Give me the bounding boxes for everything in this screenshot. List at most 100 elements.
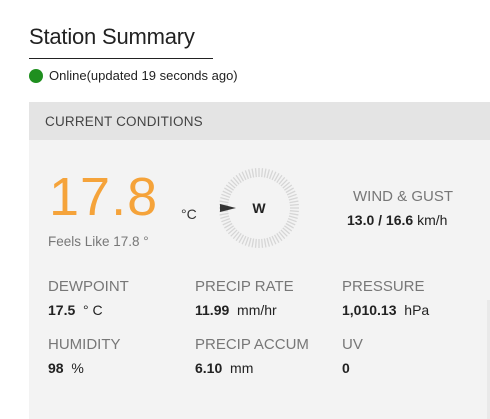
compass-tick (288, 215, 298, 219)
current-conditions-card: CURRENT CONDITIONS 17.8 °C Feels Like 17… (29, 102, 490, 419)
compass-tick (219, 212, 229, 216)
compass-tick (273, 173, 280, 182)
precip-rate-value: 11.99 mm/hr (195, 302, 277, 318)
compass-tick (222, 190, 232, 196)
compass-tick (227, 181, 236, 189)
pressure-unit: hPa (404, 302, 430, 318)
compass-tick (268, 236, 274, 246)
precip-rate-unit: mm/hr (237, 302, 277, 318)
compass-tick (221, 193, 231, 199)
compass-tick (278, 176, 286, 185)
wind-unit: km/h (417, 212, 448, 228)
compass-tick (261, 238, 264, 248)
compass-tick (263, 168, 267, 178)
compass-tick (276, 233, 283, 242)
compass-tick (230, 229, 238, 237)
compass-tick (232, 231, 240, 240)
compass-tick (220, 215, 230, 219)
compass-tick (224, 187, 233, 194)
temperature-value: 17.8 (49, 167, 159, 227)
dewpoint-unit: ° C (83, 302, 103, 318)
humidity-value: 98 % (48, 360, 84, 376)
precip-accum-label: PRECIP ACCUM (195, 336, 309, 353)
status-text: Online(updated 19 seconds ago) (49, 68, 238, 83)
compass-tick (282, 181, 291, 189)
precip-accum-unit: mm (230, 360, 254, 376)
online-status: Online(updated 19 seconds ago) (29, 68, 238, 83)
section-title: CURRENT CONDITIONS (45, 114, 203, 129)
temperature-unit: °C (181, 206, 197, 222)
compass-tick (280, 179, 288, 187)
compass-tick (261, 168, 264, 178)
uv-number: 0 (342, 360, 350, 376)
dewpoint-number: 17.5 (48, 302, 76, 318)
compass-tick (219, 200, 229, 204)
wind-gust: 16.6 (385, 212, 414, 228)
compass-tick (289, 212, 299, 216)
wind-separator: / (374, 212, 386, 228)
compass-tick (221, 217, 231, 223)
current-conditions-header: CURRENT CONDITIONS (29, 102, 490, 140)
wind-direction-label: W (252, 200, 266, 216)
compass-tick (268, 170, 274, 180)
humidity-unit: % (71, 360, 84, 376)
compass-tick (241, 235, 247, 245)
compass-dial-icon: W (219, 168, 299, 248)
compass-tick (248, 237, 252, 247)
precip-rate-number: 11.99 (195, 302, 230, 318)
precip-accum-number: 6.10 (195, 360, 223, 376)
compass-tick (276, 174, 283, 183)
compass-tick (271, 235, 277, 245)
compass-tick (224, 222, 233, 229)
pressure-value: 1,010.13 hPa (342, 302, 429, 318)
compass-tick (284, 184, 293, 191)
compass-tick (248, 169, 252, 179)
pressure-number: 1,010.13 (342, 302, 397, 318)
wind-compass: W (217, 166, 301, 250)
pressure-label: PRESSURE (342, 278, 425, 295)
compass-tick (241, 171, 247, 181)
humidity-label: HUMIDITY (48, 336, 121, 353)
dewpoint-value: 17.5 ° C (48, 302, 103, 318)
compass-tick (263, 238, 267, 248)
scrollbar-track[interactable] (487, 300, 490, 419)
wind-gust-label: WIND & GUST (353, 188, 453, 205)
precip-rate-label: PRECIP RATE (195, 278, 294, 295)
compass-tick (244, 170, 250, 180)
compass-tick (285, 222, 294, 229)
compass-tick (220, 197, 230, 201)
compass-tick (238, 173, 245, 182)
compass-tick (273, 234, 280, 243)
compass-tick (235, 174, 242, 183)
precip-accum-value: 6.10 mm (195, 360, 253, 376)
compass-tick (288, 197, 298, 201)
compass-tick (251, 168, 255, 178)
wind-speed: 13.0 (347, 212, 375, 228)
compass-tick (271, 171, 277, 181)
uv-label: UV (342, 336, 363, 353)
status-dot-icon (29, 68, 43, 83)
compass-tick (254, 168, 257, 178)
compass-tick (282, 227, 291, 235)
compass-tick (280, 229, 288, 237)
compass-tick (232, 176, 240, 185)
compass-tick (289, 200, 299, 204)
compass-tick (289, 203, 299, 206)
compass-tick (287, 217, 297, 223)
uv-value: 0 (342, 360, 350, 376)
wind-direction-pointer-icon (220, 204, 236, 212)
wind-gust-value: 13.0 / 16.6 km/h (347, 212, 447, 228)
title-underline (29, 58, 213, 59)
compass-tick (266, 237, 270, 247)
compass-tick (286, 190, 296, 196)
compass-tick (244, 236, 250, 246)
compass-tick (238, 234, 245, 243)
compass-tick (285, 187, 294, 194)
compass-tick (284, 225, 293, 232)
compass-tick (286, 220, 296, 226)
dewpoint-label: DEWPOINT (48, 278, 129, 295)
compass-tick (225, 184, 234, 191)
compass-tick (222, 220, 232, 226)
compass-tick (251, 238, 255, 248)
page-title: Station Summary (29, 24, 195, 49)
